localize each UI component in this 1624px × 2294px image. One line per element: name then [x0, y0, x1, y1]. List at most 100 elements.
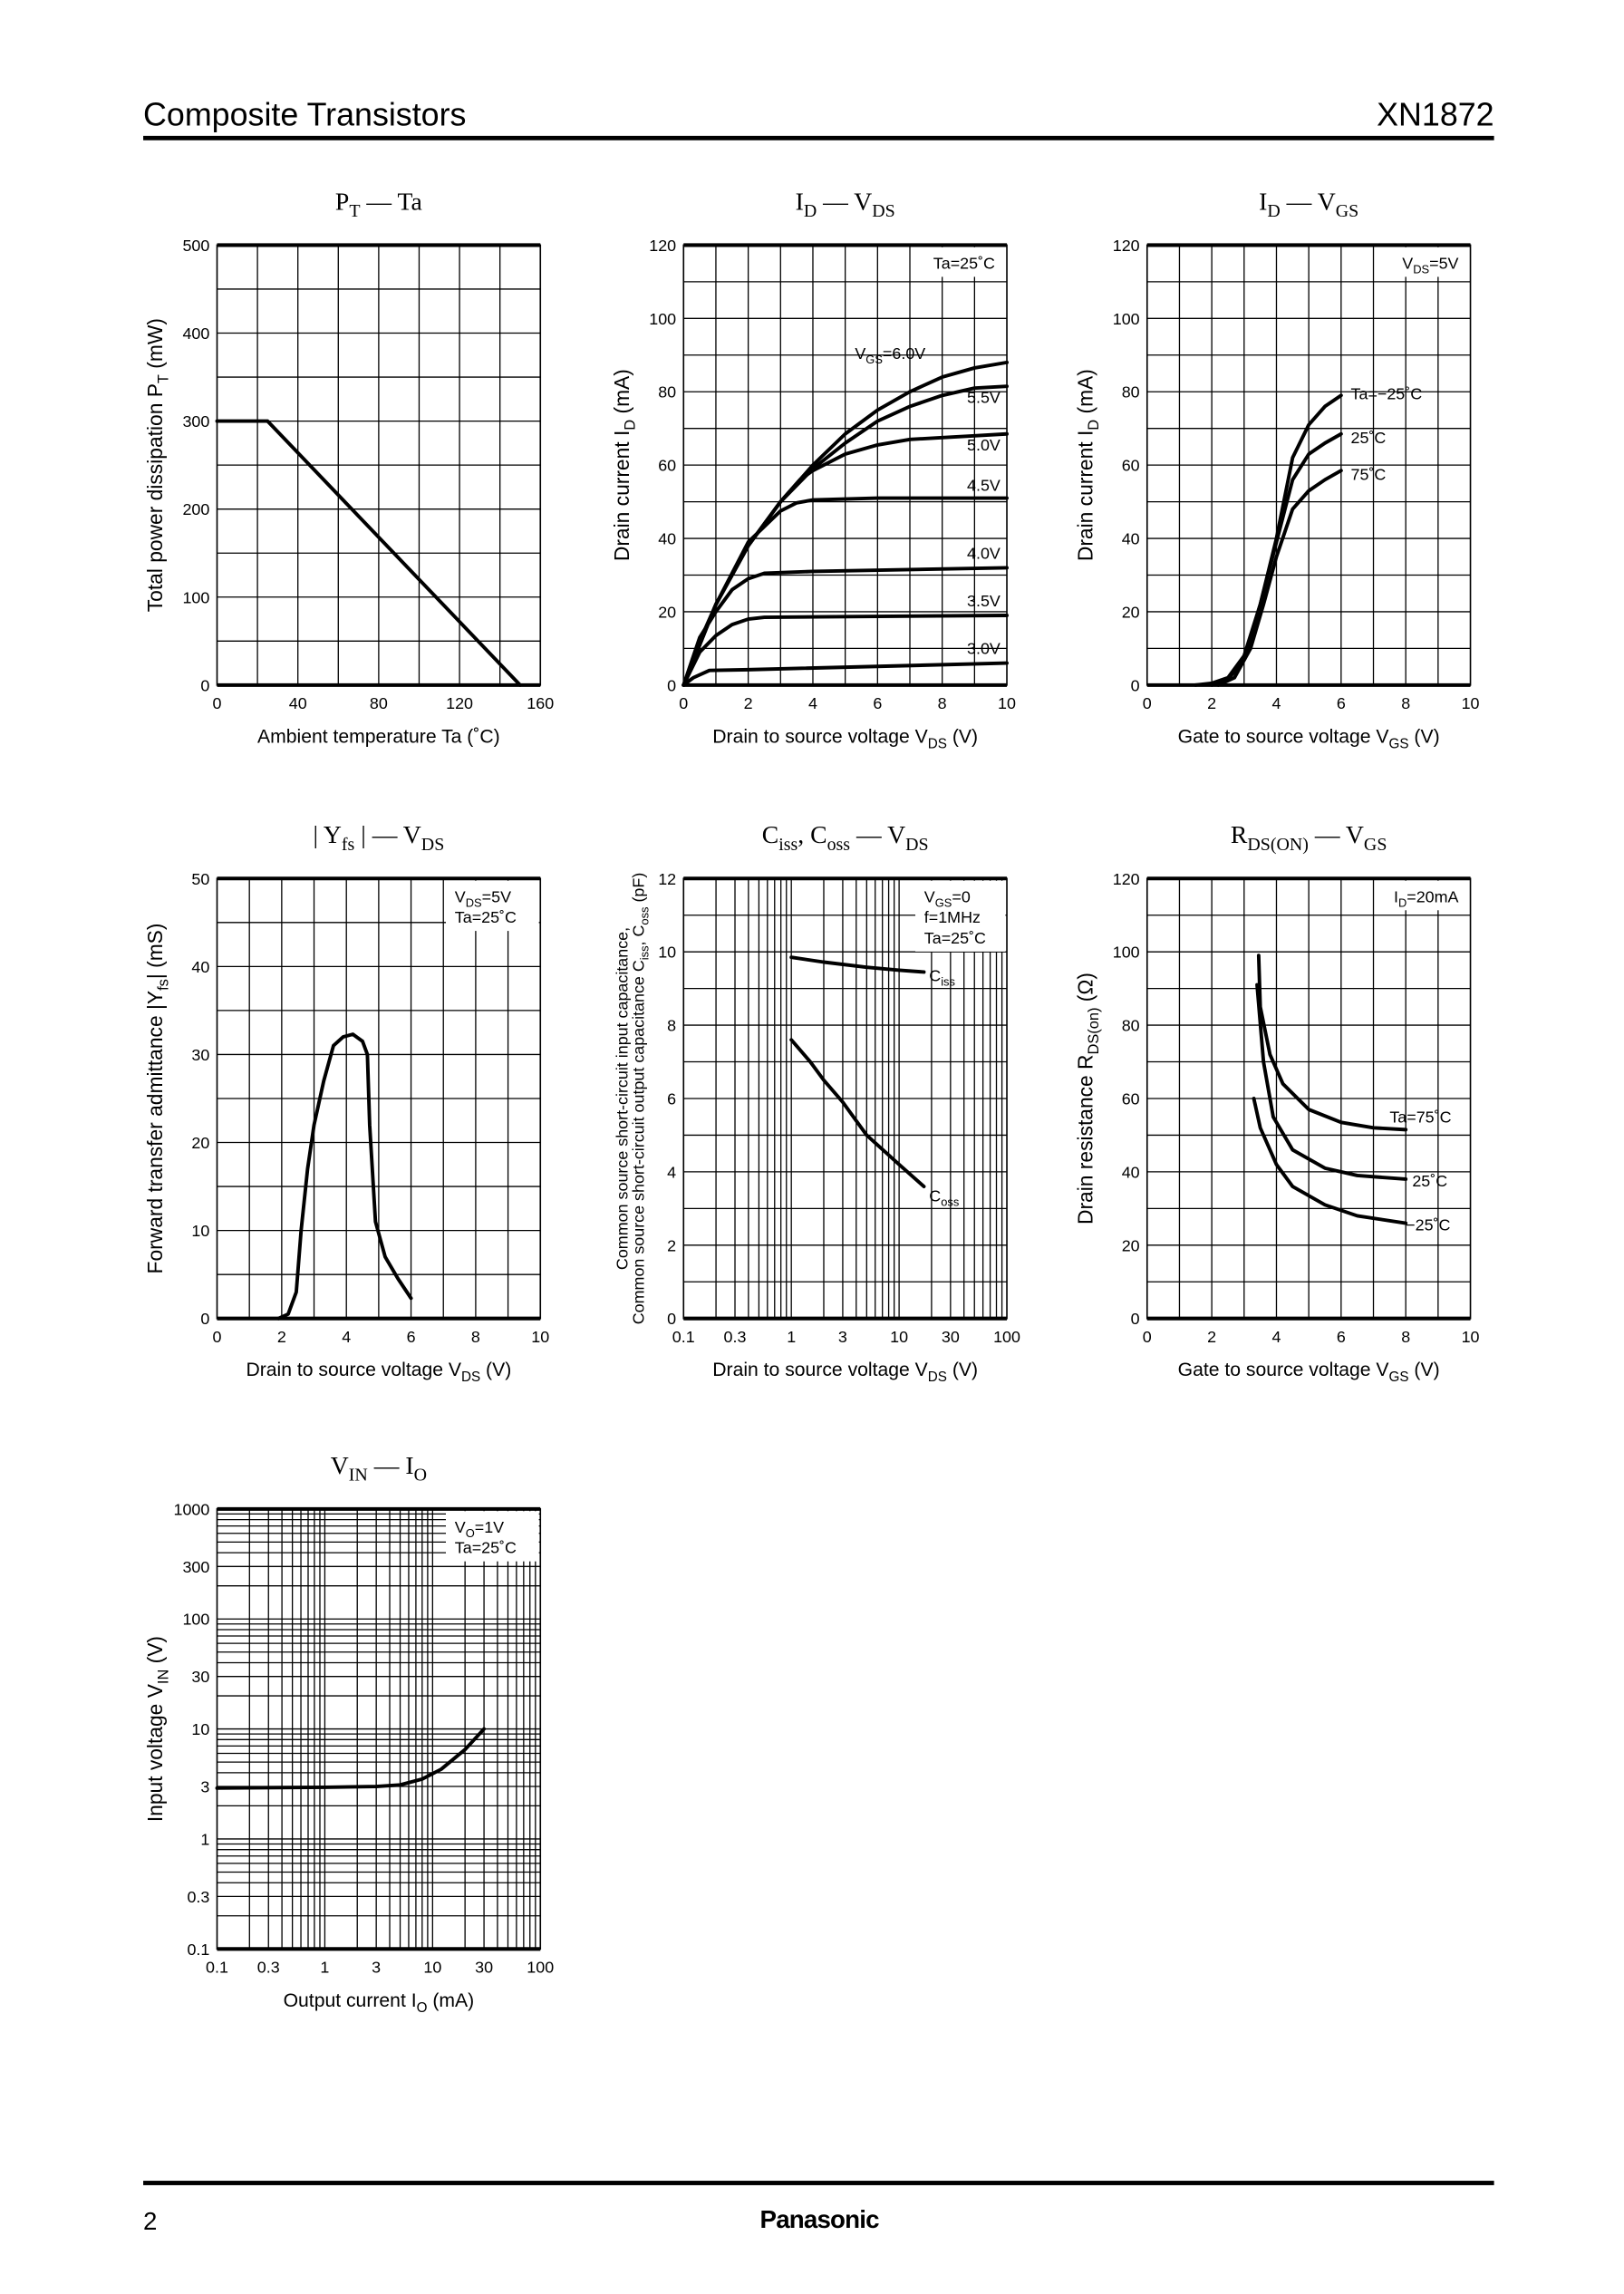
y-tick-label: 20: [658, 603, 676, 621]
text-part: DS(ON): [1247, 835, 1309, 855]
text-part: oss: [941, 1195, 959, 1208]
x-tick-label: 10: [1462, 1328, 1480, 1346]
text-part: (mW): [143, 318, 167, 374]
x-tick-label: 2: [1207, 694, 1216, 712]
y-tick-label: 0: [667, 1310, 676, 1328]
x-tick-label: 160: [527, 694, 554, 712]
text-part: Ta=25˚C: [924, 929, 986, 947]
grid: [217, 878, 541, 1319]
series-line: [682, 496, 1009, 687]
text-part: Drain resistance R: [1074, 1054, 1097, 1224]
series-line: [789, 955, 926, 974]
legend-box: [1376, 880, 1469, 911]
text-part: O: [414, 1466, 427, 1486]
part-number: XN1872: [1377, 96, 1494, 132]
text-part: Gate to source voltage V: [1178, 1360, 1390, 1380]
text-part: iss: [778, 835, 798, 855]
y-tick-label: 300: [182, 1558, 209, 1576]
text-part: DS: [905, 835, 928, 855]
x-tick-label: 6: [407, 1328, 416, 1346]
text-part: =20mA: [1406, 887, 1458, 905]
x-axis-label: Gate to source voltage VGS (V): [1178, 726, 1440, 751]
text-part: | Y: [313, 820, 341, 848]
text-part: 5.0V: [967, 436, 1000, 454]
x-axis-label: Output current IO (mA): [284, 1990, 475, 2016]
condition-note: VGS=0: [924, 887, 971, 909]
y-axis-label-2: Common source short-circuit output capac…: [629, 873, 651, 1325]
text-part: GS: [935, 895, 952, 909]
text-part: T: [349, 201, 360, 221]
x-tick-label: 1: [320, 1958, 329, 1976]
y-tick-label: 120: [1113, 870, 1140, 888]
grid: [683, 878, 1008, 1319]
text-part: GS: [1336, 201, 1358, 221]
y-tick-label: 3: [200, 1778, 209, 1796]
series-line: [1256, 953, 1408, 1132]
x-tick-label: 100: [527, 1958, 554, 1976]
series-label: 5.5V: [967, 388, 1000, 406]
y-tick-label: 0.1: [187, 1941, 209, 1959]
chart-title: PT — Ta: [335, 187, 422, 221]
x-axis-label: Drain to source voltage VDS (V): [712, 726, 978, 751]
grid: [683, 245, 1008, 685]
text-part: V: [855, 344, 865, 363]
x-tick-label: 6: [873, 694, 882, 712]
y-tick-label: 6: [667, 1090, 676, 1108]
text-part: GS: [1389, 736, 1409, 751]
y-tick-label: 40: [1122, 530, 1140, 548]
text-part: — I: [368, 1451, 414, 1479]
x-tick-label: 3: [372, 1958, 381, 1976]
text-part: C: [929, 967, 941, 985]
x-tick-label: 8: [471, 1328, 480, 1346]
y-tick-label: 80: [1122, 383, 1140, 402]
series-label: 25˚C: [1351, 429, 1387, 447]
condition-note: VO=1V: [455, 1518, 504, 1540]
series-label: 5.0V: [967, 436, 1000, 454]
series-line: [1210, 431, 1343, 687]
condition-note: Ta=25˚C: [455, 908, 517, 926]
x-tick-label: 4: [1272, 694, 1281, 712]
series-line: [1194, 393, 1343, 687]
y-axis-label: Drain current ID (mA): [1074, 369, 1102, 561]
text-part: — V: [1309, 820, 1364, 848]
x-tick-label: 0: [213, 1328, 222, 1346]
x-tick-label: 3: [838, 1328, 847, 1346]
y-axis-label: Drain current ID (mA): [610, 369, 638, 561]
x-tick-label: 0.1: [206, 1958, 228, 1976]
y-tick-label: 40: [658, 530, 676, 548]
series-label: Ta=−25˚C: [1351, 384, 1423, 402]
text-part: GS: [1389, 1370, 1409, 1385]
text-part: , C: [629, 924, 647, 945]
text-part: — V: [1281, 187, 1336, 215]
text-part: V: [455, 887, 466, 905]
x-tick-label: 10: [998, 694, 1016, 712]
grid: [217, 245, 541, 685]
x-tick-label: 30: [475, 1958, 493, 1976]
series-line: [1252, 1097, 1408, 1225]
y-tick-label: 8: [667, 1017, 676, 1035]
text-part: 75˚C: [1351, 465, 1387, 483]
y-tick-label: 0: [667, 676, 676, 694]
series-line: [1216, 469, 1343, 687]
text-part: Forward transfer admittance |Y: [143, 991, 167, 1274]
text-part: (pF): [629, 873, 647, 907]
condition-note: Ta=25˚C: [933, 254, 995, 272]
y-axis-label: Drain resistance RDS(on) (Ω): [1074, 973, 1102, 1224]
series-label: Ta=75˚C: [1389, 1108, 1451, 1126]
text-part: (Ω): [1074, 973, 1097, 1008]
series-label: 4.5V: [967, 476, 1000, 494]
text-part: V: [331, 1451, 349, 1479]
text-part: DS: [1413, 262, 1429, 276]
text-part: (mA): [610, 369, 633, 420]
text-part: Total power dissipation P: [143, 383, 167, 612]
x-axis-label: Ambient temperature Ta (˚C): [257, 726, 500, 747]
text-part: 3.0V: [967, 639, 1000, 657]
header-rule: [143, 135, 1494, 140]
text-part: C: [762, 820, 778, 848]
y-tick-label: 100: [182, 1611, 209, 1629]
y-tick-label: 20: [1122, 603, 1140, 621]
y-tick-label: 100: [1113, 944, 1140, 962]
